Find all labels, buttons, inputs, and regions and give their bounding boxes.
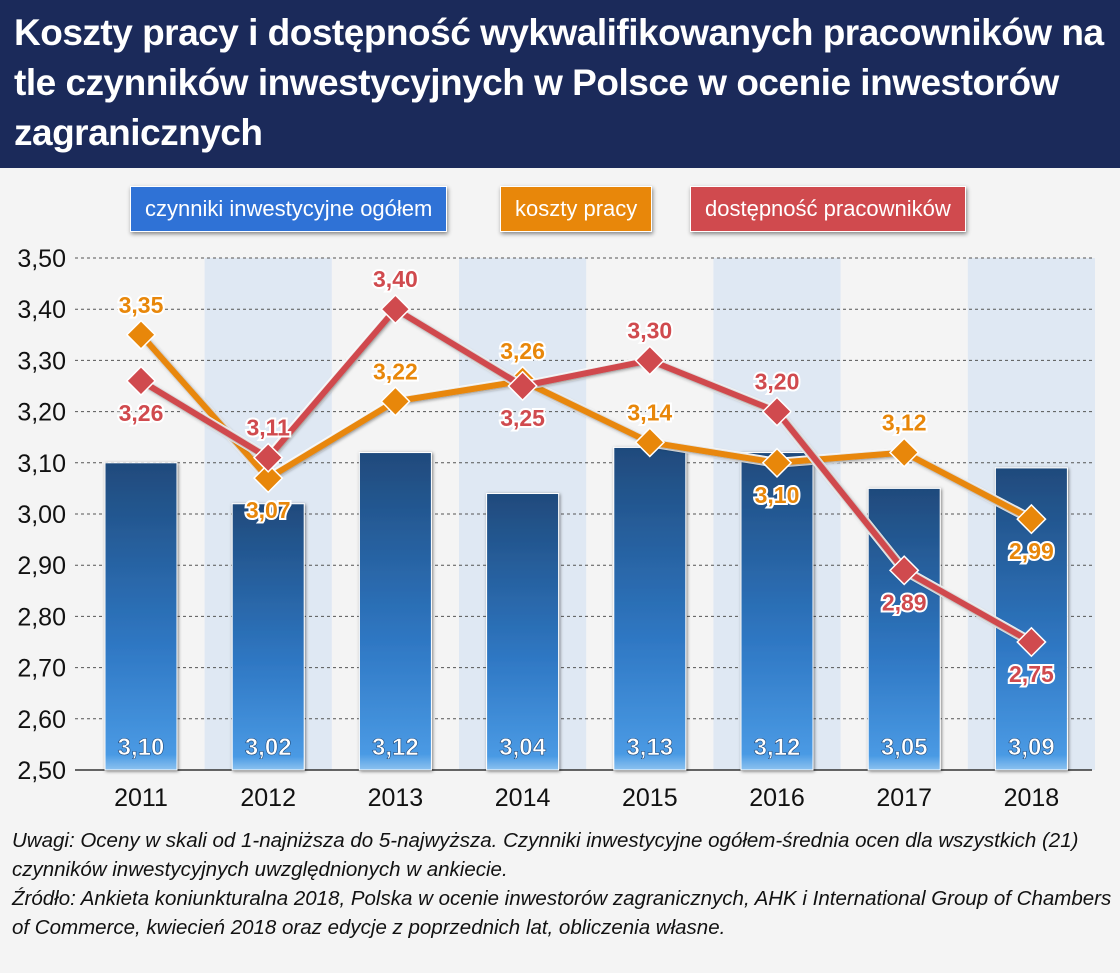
x-tick-label: 2011 <box>114 784 168 812</box>
y-tick-label: 2,90 <box>17 552 66 580</box>
bar <box>740 452 814 771</box>
y-tick-label: 3,00 <box>17 501 66 529</box>
data-marker <box>634 427 666 458</box>
x-tick-label: 2013 <box>368 784 424 812</box>
x-tick-label: 2017 <box>876 784 932 812</box>
bar-label: 3,13 <box>626 734 673 761</box>
bar-label: 3,02 <box>245 734 292 761</box>
data-marker <box>125 319 157 351</box>
data-marker <box>125 365 157 397</box>
data-label: 3,20 <box>755 369 800 395</box>
bar-label: 3,04 <box>499 734 546 761</box>
bar <box>358 452 432 771</box>
chart-title: Koszty pracy i dostępność wykwalifikowan… <box>14 12 1104 153</box>
data-marker <box>634 345 666 376</box>
data-label: 3,12 <box>882 410 927 436</box>
bar-label: 3,10 <box>118 734 165 761</box>
y-tick-label: 2,80 <box>17 603 66 631</box>
bar-label: 3,05 <box>881 734 928 761</box>
legend-koszty: koszty pracy <box>500 186 653 232</box>
bar <box>613 446 687 771</box>
data-label: 3,40 <box>373 266 418 292</box>
data-marker <box>507 370 538 402</box>
notes: Uwagi: Oceny w skali od 1-najniższa do 5… <box>12 826 1117 942</box>
data-label: 3,11 <box>246 415 290 441</box>
y-tick-label: 3,10 <box>17 450 66 478</box>
x-tick-label: 2012 <box>240 784 296 812</box>
y-tick-label: 2,60 <box>17 706 66 734</box>
data-label: 3,35 <box>119 292 164 318</box>
bar-label: 3,12 <box>372 734 419 761</box>
data-marker <box>888 437 920 468</box>
note-remarks: Uwagi: Oceny w skali od 1-najniższa do 5… <box>12 829 1079 881</box>
x-tick-label: 2016 <box>749 784 805 812</box>
series-line <box>139 306 1033 645</box>
data-marker <box>380 386 411 417</box>
data-label: 2,75 <box>1009 661 1054 687</box>
bar <box>867 487 941 771</box>
x-tick-label: 2015 <box>622 784 678 812</box>
note-source: Źródło: Ankieta koniunkturalna 2018, Pol… <box>12 887 1112 939</box>
data-label: 3,10 <box>755 482 800 508</box>
data-label: 3,25 <box>500 405 545 431</box>
data-label: 3,07 <box>246 497 291 523</box>
y-tick-label: 3,20 <box>17 399 66 427</box>
data-marker <box>1016 626 1047 658</box>
data-marker <box>252 462 284 494</box>
data-marker <box>761 447 793 479</box>
bar <box>486 493 560 771</box>
bar-label: 3,09 <box>1008 734 1055 761</box>
legend-dostepnosc: dostępność pracowników <box>690 186 966 232</box>
data-marker <box>380 293 411 325</box>
y-tick-label: 3,40 <box>17 296 66 324</box>
y-tick-label: 2,70 <box>17 655 66 683</box>
y-tick-label: 3,50 <box>17 245 66 273</box>
bar <box>231 503 305 771</box>
bar <box>104 462 178 771</box>
data-label: 3,14 <box>627 399 672 425</box>
bar-label: 3,12 <box>754 734 801 761</box>
y-tick-label: 2,50 <box>17 757 66 785</box>
data-label: 3,30 <box>627 317 672 343</box>
data-label: 3,26 <box>119 400 164 426</box>
series-line <box>138 332 1033 522</box>
data-marker <box>888 555 920 586</box>
data-marker <box>1016 503 1047 535</box>
legend-bars: czynniki inwestycyjne ogółem <box>130 186 448 232</box>
header-band: Koszty pracy i dostępność wykwalifikowan… <box>0 0 1120 168</box>
data-label: 2,99 <box>1009 538 1054 564</box>
data-marker <box>252 442 284 473</box>
x-tick-label: 2018 <box>1004 784 1060 812</box>
data-label: 2,89 <box>882 589 927 615</box>
data-label: 3,26 <box>500 338 545 364</box>
y-tick-label: 3,30 <box>17 347 66 375</box>
data-marker <box>761 396 793 427</box>
x-tick-label: 2014 <box>495 784 551 812</box>
data-label: 3,22 <box>373 358 418 384</box>
